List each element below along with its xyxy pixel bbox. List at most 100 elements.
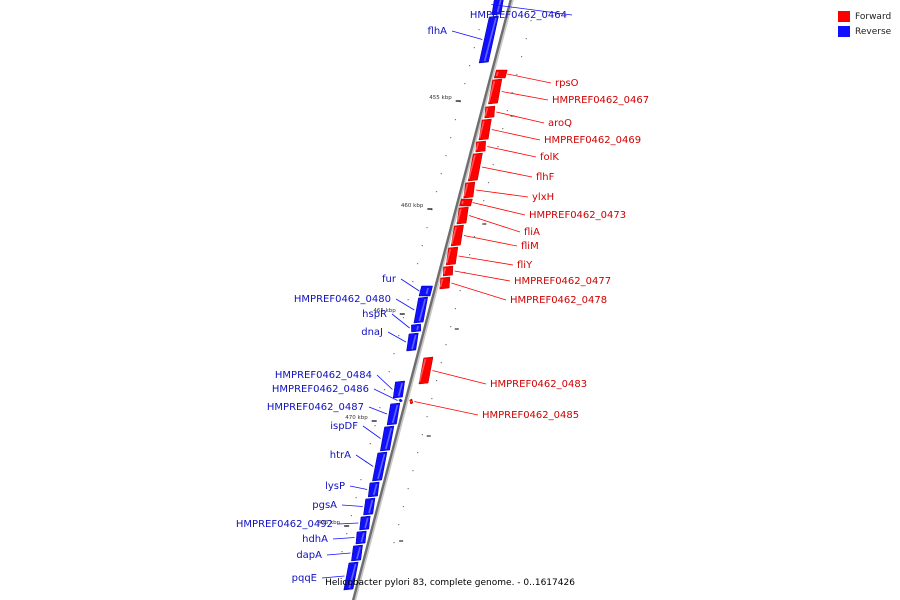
gene-label-HMPREF0462_0486[interactable]: HMPREF0462_0486 <box>272 384 369 395</box>
gene-glyph-dnaJ[interactable] <box>406 332 419 352</box>
gene-glyph-HMPREF0462_0483[interactable] <box>418 356 434 385</box>
gene-glyph-ispDF[interactable] <box>379 425 395 452</box>
gene-glyph-HMPREF0462_0480[interactable] <box>413 296 429 324</box>
gene-connector <box>481 166 533 178</box>
gene-glyph-aroQ[interactable] <box>484 105 496 119</box>
gene-label-fur[interactable]: fur <box>382 274 397 285</box>
gene-glyph-folK[interactable] <box>475 140 486 153</box>
gene-glyph-pqqE[interactable] <box>343 561 359 591</box>
gene-glyph-dapA[interactable] <box>351 544 363 562</box>
gene-label-fliY[interactable]: fliY <box>517 260 533 271</box>
gene-glyph-HMPREF0462_0484[interactable] <box>392 380 405 399</box>
minor-tick <box>483 200 485 202</box>
minor-tick <box>426 416 428 418</box>
gene-label-folK[interactable]: folK <box>540 152 559 163</box>
gene-glyph-hspR[interactable] <box>411 323 422 333</box>
gene-label-HMPREF0462_0485[interactable]: HMPREF0462_0485 <box>482 410 579 421</box>
gene-glyph-ylxH[interactable] <box>463 181 476 199</box>
gene-label-lysP[interactable]: lysP <box>325 481 345 492</box>
gene-label-fliA[interactable]: fliA <box>524 227 540 238</box>
gene-label-pgsA[interactable]: pgsA <box>312 500 337 511</box>
minor-tick <box>445 155 447 157</box>
gene-shine <box>377 453 386 480</box>
gene-label-dapA[interactable]: dapA <box>296 550 322 561</box>
minor-tick <box>464 83 466 85</box>
gene-shine <box>391 404 399 424</box>
gene-glyph-HMPREF0462_0487[interactable] <box>386 402 401 426</box>
gene-glyph-htrA[interactable] <box>372 451 388 482</box>
gene-label-HMPREF0462_0492[interactable]: HMPREF0462_0492 <box>236 519 333 530</box>
gene-glyph-fliA[interactable] <box>456 206 469 225</box>
gene-label-HMPREF0462_0478[interactable]: HMPREF0462_0478 <box>510 295 607 306</box>
gene-connector <box>326 552 351 556</box>
minor-tick <box>454 119 457 121</box>
gene-label-rpsO[interactable]: rpsO <box>555 78 579 89</box>
gene-connector <box>487 146 537 158</box>
minor-tick <box>417 263 419 265</box>
minor-tick <box>374 425 376 427</box>
minor-tick <box>350 515 353 517</box>
gene-shine <box>385 427 393 450</box>
gene-glyph-pgsA[interactable] <box>363 497 376 516</box>
gene-glyph-lysP[interactable] <box>367 481 380 498</box>
gene-label-HMPREF0462_0477[interactable]: HMPREF0462_0477 <box>514 276 611 287</box>
gene-glyph-HMPREF0462_0473[interactable] <box>459 198 473 207</box>
gene-glyph-flhF[interactable] <box>467 152 483 182</box>
minor-tick <box>468 65 471 67</box>
gene-label-pqqE[interactable]: pqqE <box>292 573 317 584</box>
gene-glyph-HMPREF0462_0486[interactable] <box>398 398 403 403</box>
gene-glyph-HMPREF0462_0485[interactable] <box>409 398 414 405</box>
gene-connector <box>337 522 359 525</box>
minor-tick <box>459 290 461 292</box>
gene-glyph-HMPREF0462_0492[interactable] <box>359 515 371 531</box>
gene-connector <box>491 4 573 16</box>
gene-shine <box>463 183 469 197</box>
gene-glyph-HMPREF0462_0467[interactable] <box>488 78 503 105</box>
gene-label-HMPREF0462_0469[interactable]: HMPREF0462_0469 <box>544 135 641 146</box>
gene-connector <box>451 30 483 40</box>
gene-connector <box>501 91 549 101</box>
minor-tick <box>417 452 419 454</box>
gene-label-aroQ[interactable]: aroQ <box>548 118 572 129</box>
gene-glyph-HMPREF0462_0478[interactable] <box>439 276 451 290</box>
gene-shine <box>348 563 357 589</box>
gene-glyph-hdhA[interactable] <box>355 530 367 545</box>
gene-glyph-HMPREF0462_0477[interactable] <box>442 265 454 277</box>
gene-label-HMPREF0462_0464[interactable]: HMPREF0462_0464 <box>470 10 567 21</box>
gene-label-dnaJ[interactable]: dnaJ <box>361 327 383 338</box>
minor-tick <box>506 110 509 112</box>
gene-glyph-fur[interactable] <box>418 285 433 297</box>
gene-label-flhF[interactable]: flhF <box>536 172 555 183</box>
gene-label-HMPREF0462_0467[interactable]: HMPREF0462_0467 <box>552 95 649 106</box>
minor-tick <box>435 191 438 193</box>
gene-label-HMPREF0462_0473[interactable]: HMPREF0462_0473 <box>529 210 626 221</box>
gene-shine <box>439 278 444 288</box>
gene-label-ispDF[interactable]: ispDF <box>330 421 358 432</box>
gene-glyph-fliM[interactable] <box>450 224 464 247</box>
minor-tick <box>426 227 428 229</box>
gene-shine <box>456 208 462 223</box>
gene-glyph-fliY[interactable] <box>445 246 459 266</box>
gene-label-HMPREF0462_0484[interactable]: HMPREF0462_0484 <box>275 370 372 381</box>
gene-label-fliM[interactable]: fliM <box>521 241 539 252</box>
gene-label-htrA[interactable]: htrA <box>330 450 351 461</box>
gene-label-ylxH[interactable]: ylxH <box>532 192 554 203</box>
gene-label-HMPREF0462_0487[interactable]: HMPREF0462_0487 <box>267 402 364 413</box>
gene-label-HMPREF0462_0483[interactable]: HMPREF0462_0483 <box>490 379 587 390</box>
minor-tick <box>341 551 343 553</box>
scale-tick-label: 455 kbp <box>429 95 452 101</box>
gene-glyph-rpsO[interactable] <box>493 69 508 79</box>
gene-glyph-HMPREF0462_0464[interactable] <box>491 0 505 16</box>
gene-glyph-flhA[interactable] <box>478 15 499 64</box>
gene-glyph-HMPREF0462_0469[interactable] <box>478 118 492 141</box>
gene-label-hspR[interactable]: hspR <box>362 309 387 320</box>
gene-label-flhA[interactable]: flhA <box>428 26 448 37</box>
gene-label-HMPREF0462_0480[interactable]: HMPREF0462_0480 <box>294 294 391 305</box>
gene-label-hdhA[interactable]: hdhA <box>302 534 328 545</box>
minor-tick <box>525 38 527 40</box>
minor-tick <box>407 299 409 301</box>
minor-tick <box>473 236 475 238</box>
minor-tick <box>454 308 457 310</box>
gene-connector <box>355 454 374 467</box>
